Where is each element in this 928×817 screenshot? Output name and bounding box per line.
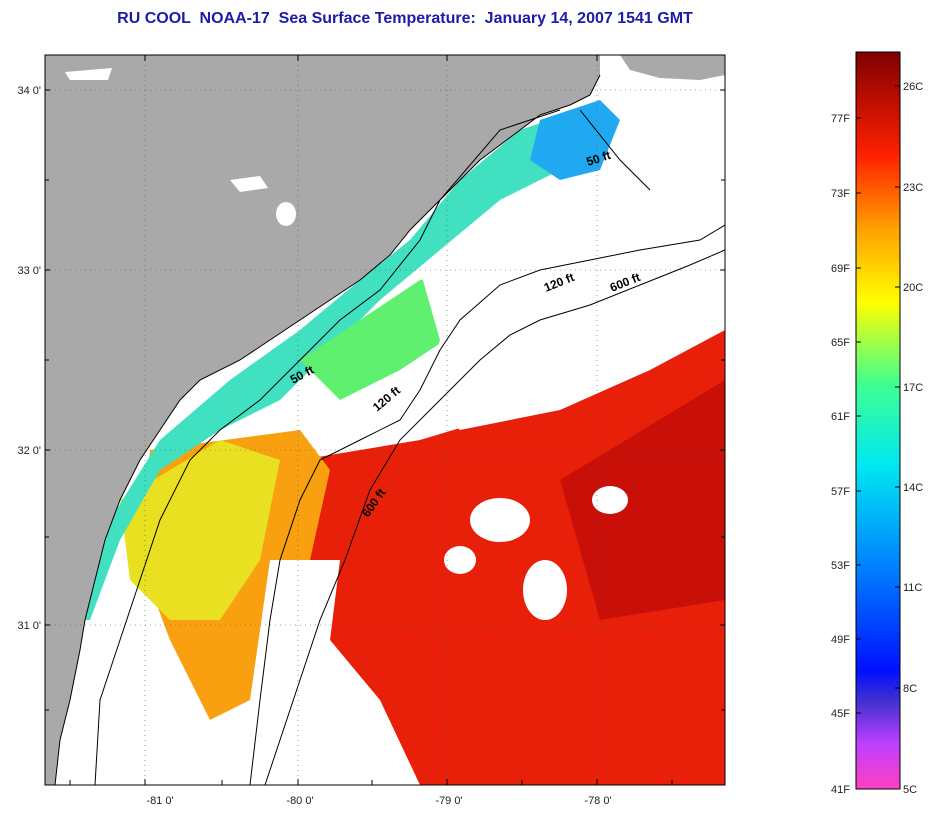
coastline bbox=[54, 74, 601, 785]
gulf-stream-warm-water bbox=[300, 330, 725, 785]
contour-120ft bbox=[249, 224, 725, 785]
map-area bbox=[45, 55, 725, 785]
contour-600ft bbox=[264, 249, 725, 785]
map-title: RU COOL NOAA-17 Sea Surface Temperature:… bbox=[117, 10, 693, 27]
colorbar-f-label: 53F bbox=[831, 560, 850, 572]
colorbar-frame bbox=[855, 51, 901, 790]
shelf-mid-water bbox=[120, 440, 280, 620]
lake bbox=[230, 176, 268, 192]
colorbar-c-label: 5C bbox=[903, 784, 917, 796]
colorbar-f-label: 77F bbox=[831, 113, 850, 125]
lake bbox=[65, 68, 112, 80]
lon-label: -81 0' bbox=[146, 795, 173, 807]
nearshore-cold-water bbox=[530, 100, 620, 180]
gulf-stream-core bbox=[560, 380, 725, 620]
colorbar-f-label: 65F bbox=[831, 337, 850, 349]
colorbar-f-label: 73F bbox=[831, 188, 850, 200]
cloud-mask-south bbox=[250, 560, 340, 760]
colorbar bbox=[856, 52, 900, 789]
colorbar-ticks bbox=[856, 85, 900, 714]
cloud-patch bbox=[470, 498, 530, 542]
colorbar-c-label: 8C bbox=[903, 683, 917, 695]
colorbar-f-label: 69F bbox=[831, 263, 850, 275]
cloud-patch bbox=[592, 486, 628, 514]
lon-label: -79 0' bbox=[435, 795, 462, 807]
shelf-green-water bbox=[300, 270, 470, 400]
colorbar-f-label: 45F bbox=[831, 708, 850, 720]
lat-label: 32 0' bbox=[17, 445, 41, 457]
graticule bbox=[45, 55, 725, 785]
contour-50ft bbox=[94, 109, 651, 785]
land-mass bbox=[45, 55, 600, 785]
lat-label: 31 0' bbox=[17, 620, 41, 632]
lat-label: 33 0' bbox=[17, 265, 41, 277]
colorbar-c-label: 23C bbox=[903, 182, 923, 194]
colorbar-c-label: 17C bbox=[903, 382, 923, 394]
colorbar-c-label: 14C bbox=[903, 482, 923, 494]
colorbar-f-label: 49F bbox=[831, 634, 850, 646]
colorbar-f-label: 41F bbox=[831, 784, 850, 796]
cloud-patch bbox=[444, 546, 476, 574]
lat-label: 34 0' bbox=[17, 85, 41, 97]
lake bbox=[276, 202, 296, 226]
colorbar-f-label: 61F bbox=[831, 411, 850, 423]
colorbar-c-label: 26C bbox=[903, 81, 923, 93]
lon-label: -80 0' bbox=[286, 795, 313, 807]
cloud-patch bbox=[523, 560, 567, 620]
cloud-mask-shelf bbox=[420, 160, 725, 430]
land-northeast bbox=[620, 55, 725, 80]
lon-label: -78 0' bbox=[584, 795, 611, 807]
colorbar-c-label: 20C bbox=[903, 282, 923, 294]
map-frame bbox=[44, 54, 726, 786]
colorbar-f-label: 57F bbox=[831, 486, 850, 498]
map-ticks bbox=[45, 55, 725, 785]
colorbar-c-label: 11C bbox=[903, 582, 922, 594]
